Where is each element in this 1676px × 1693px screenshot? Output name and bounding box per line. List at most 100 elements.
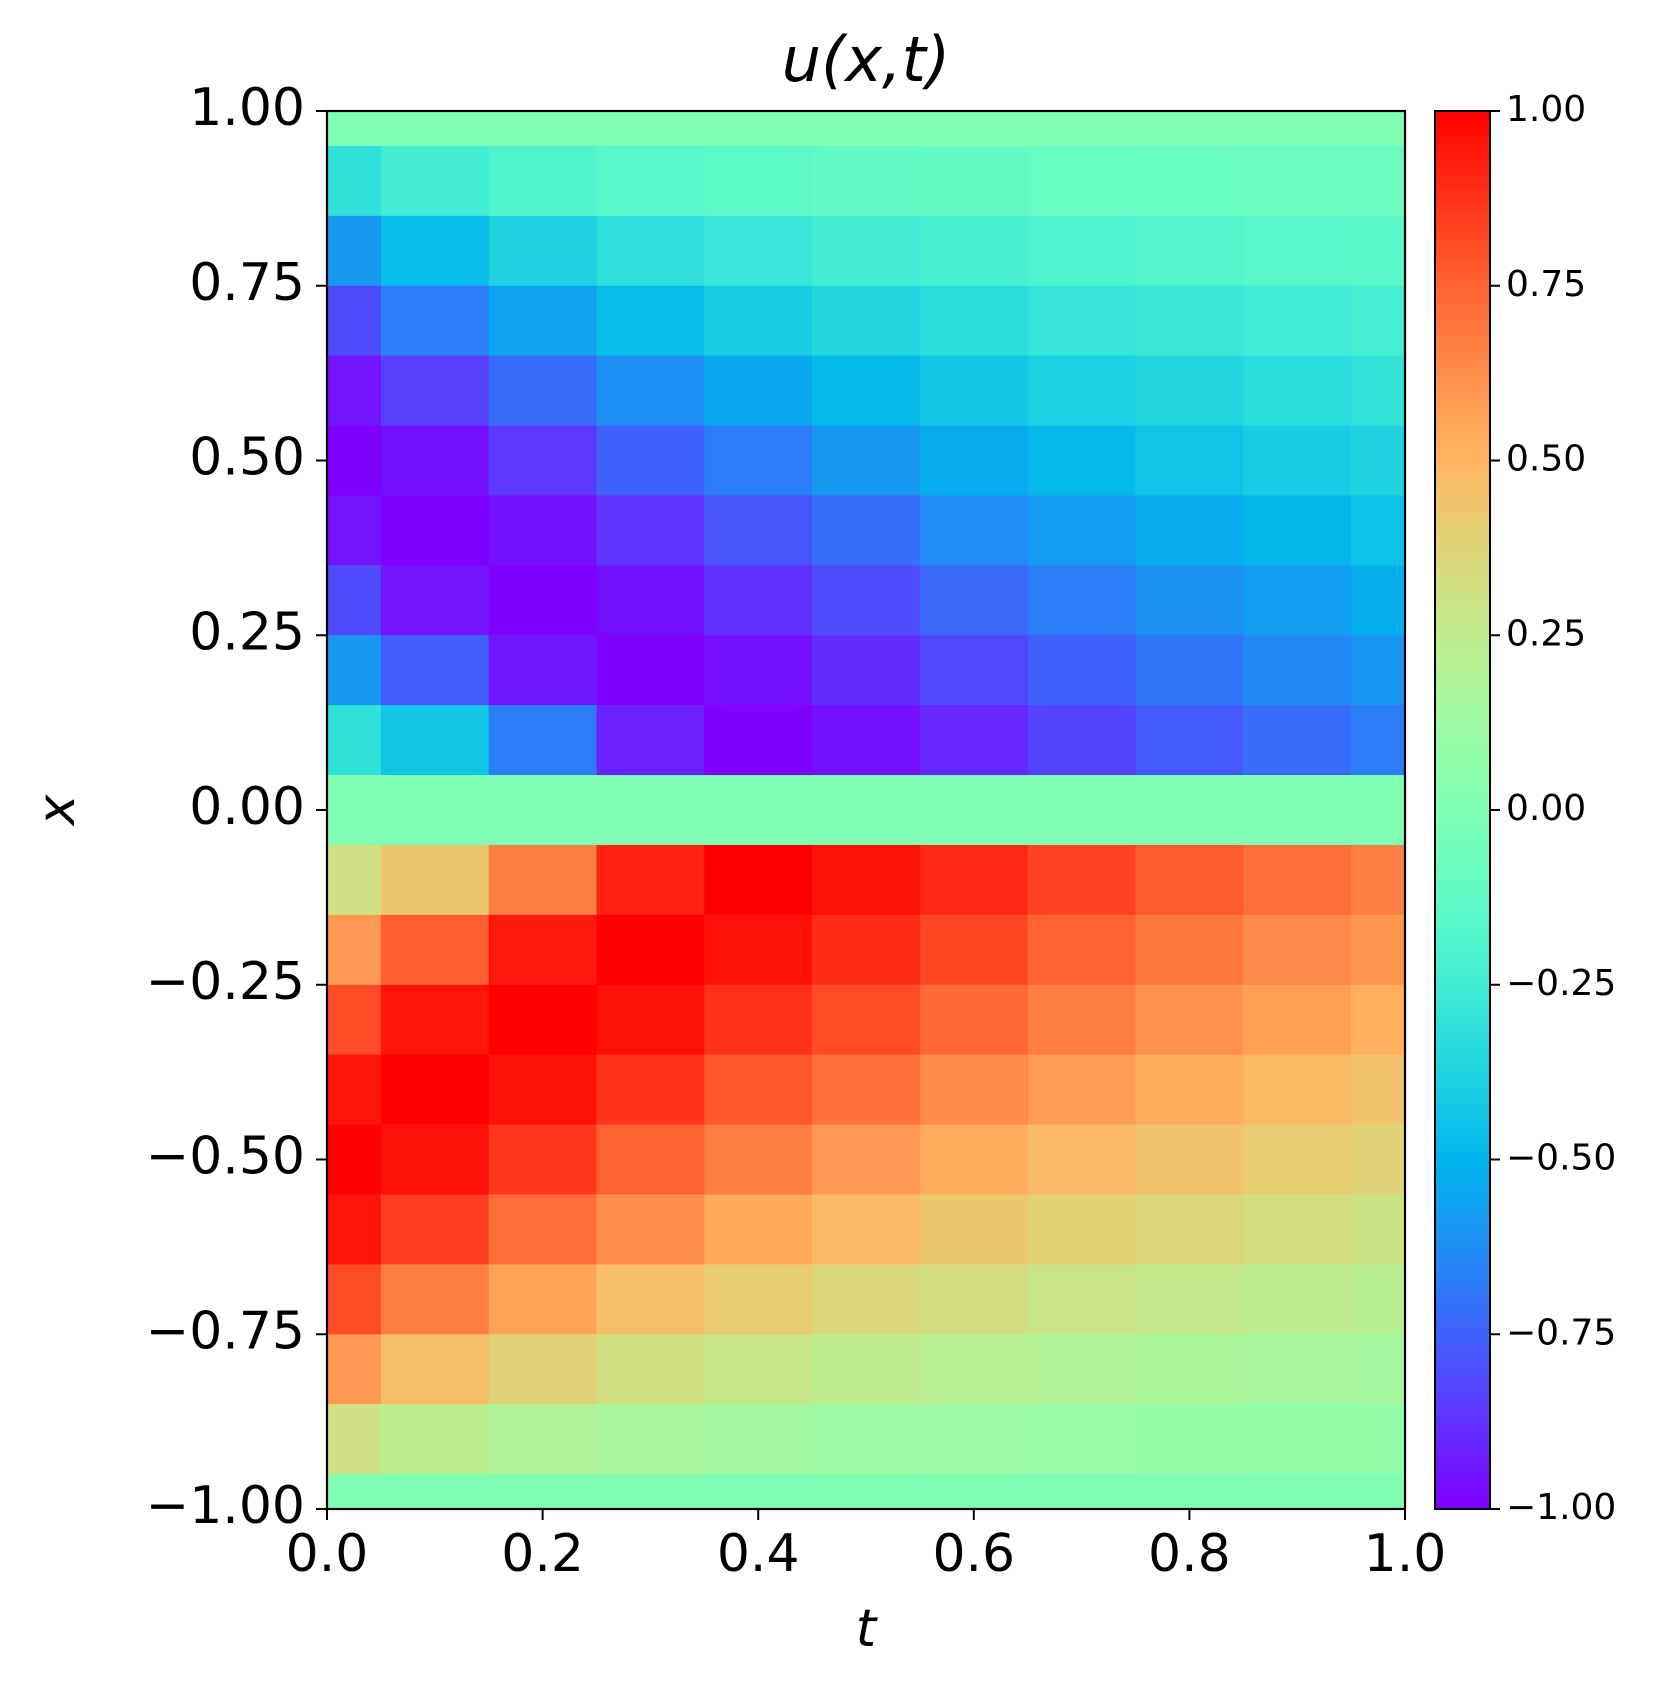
x-tick-label: 0.0 xyxy=(286,1524,369,1584)
heatmap-cell xyxy=(704,705,813,776)
heatmap-cell xyxy=(596,775,705,846)
heatmap-cell xyxy=(1351,1194,1405,1265)
heatmap-cell xyxy=(812,775,921,846)
heatmap-cell xyxy=(327,285,382,357)
heatmap-cell xyxy=(1243,1264,1352,1335)
heatmap-cell xyxy=(1135,635,1244,706)
heatmap-cell xyxy=(380,844,490,916)
heatmap-cell xyxy=(596,145,705,217)
heatmap-cell xyxy=(812,984,921,1056)
heatmap-cell xyxy=(488,1404,598,1475)
colorbar-tick-label: −1.00 xyxy=(1506,1487,1616,1528)
heatmap-cell xyxy=(488,1194,598,1265)
heatmap-cell xyxy=(380,565,490,636)
heatmap-cell xyxy=(1135,984,1244,1056)
heatmap-cell xyxy=(380,425,490,497)
heatmap-cell xyxy=(1135,775,1244,846)
heatmap-cell xyxy=(704,425,813,497)
heatmap-cell xyxy=(1243,565,1352,636)
heatmap-cell xyxy=(596,844,705,916)
colorbar-tick-label: 0.50 xyxy=(1506,439,1586,480)
heatmap-cell xyxy=(327,914,382,986)
heatmap-cell xyxy=(380,984,490,1056)
heatmap-cell xyxy=(1027,775,1137,846)
heatmap-cell xyxy=(812,705,921,776)
heatmap-cell xyxy=(1243,111,1352,147)
heatmap-cell xyxy=(327,984,382,1056)
heatmap-cell xyxy=(327,355,382,427)
heatmap-cell xyxy=(919,565,1029,636)
heatmap-cell xyxy=(704,1194,813,1265)
heatmap-cell xyxy=(488,495,598,566)
heatmap-cell xyxy=(488,1334,598,1405)
heatmap-cell xyxy=(812,215,921,287)
heatmap-cell xyxy=(919,285,1029,357)
heatmap-cell xyxy=(1243,1054,1352,1126)
heatmap-cell xyxy=(1243,844,1352,916)
heatmap-cell xyxy=(812,111,921,147)
heatmap-cell xyxy=(1243,1404,1352,1475)
heatmap-cell xyxy=(704,145,813,217)
y-tick-label: 0.25 xyxy=(189,602,305,662)
colorbar-tick-label: −0.25 xyxy=(1506,963,1616,1004)
heatmap-cell xyxy=(1243,285,1352,357)
heatmap-cell xyxy=(1351,111,1405,147)
heatmap-cell xyxy=(1135,914,1244,986)
heatmap-cell xyxy=(327,1474,382,1509)
heatmap-cell xyxy=(488,844,598,916)
heatmap-cell xyxy=(1243,495,1352,566)
heatmap-cell xyxy=(812,145,921,217)
heatmap-cell xyxy=(704,1054,813,1126)
heatmap-cell xyxy=(812,914,921,986)
heatmap xyxy=(327,111,1405,1509)
heatmap-cell xyxy=(919,914,1029,986)
heatmap-cell xyxy=(1135,1474,1244,1509)
heatmap-cell xyxy=(488,775,598,846)
x-tick-label: 1.0 xyxy=(1364,1524,1447,1584)
y-tick-label: 0.00 xyxy=(189,777,305,837)
heatmap-cell xyxy=(1351,565,1405,636)
heatmap-cell xyxy=(380,775,490,846)
colorbar-tick-label: 1.00 xyxy=(1506,89,1586,130)
heatmap-cell xyxy=(596,565,705,636)
heatmap-cell xyxy=(812,425,921,497)
y-tick-label: −0.25 xyxy=(146,952,305,1012)
heatmap-cell xyxy=(704,111,813,147)
heatmap-cell xyxy=(596,1124,705,1196)
heatmap-cell xyxy=(1135,1054,1244,1126)
heatmap-cell xyxy=(380,111,490,147)
heatmap-cell xyxy=(1135,425,1244,497)
heatmap-cell xyxy=(380,1404,490,1475)
heatmap-cell xyxy=(596,355,705,427)
heatmap-cell xyxy=(1135,1194,1244,1265)
heatmap-cell xyxy=(380,914,490,986)
heatmap-cell xyxy=(488,355,598,427)
heatmap-cell xyxy=(919,1054,1029,1126)
heatmap-cell xyxy=(919,1334,1029,1405)
heatmap-cell xyxy=(1351,425,1405,497)
heatmap-cell xyxy=(704,495,813,566)
heatmap-cell xyxy=(327,1194,382,1265)
heatmap-cell xyxy=(380,355,490,427)
heatmap-cell xyxy=(1351,635,1405,706)
heatmap-cell xyxy=(1351,705,1405,776)
heatmap-cell xyxy=(919,495,1029,566)
heatmap-cell xyxy=(327,145,382,217)
heatmap-cell xyxy=(1135,1264,1244,1335)
heatmap-cell xyxy=(1027,495,1137,566)
heatmap-cell xyxy=(812,844,921,916)
heatmap-cell xyxy=(1135,565,1244,636)
heatmap-cell xyxy=(812,1194,921,1265)
heatmap-cell xyxy=(327,425,382,497)
y-tick-label: −1.00 xyxy=(146,1476,305,1536)
heatmap-cell xyxy=(704,565,813,636)
heatmap-cell xyxy=(596,1404,705,1475)
heatmap-cell xyxy=(380,1054,490,1126)
heatmap-cell xyxy=(1351,355,1405,427)
heatmap-cell xyxy=(1243,705,1352,776)
heatmap-cell xyxy=(1027,1194,1137,1265)
heatmap-cell xyxy=(812,355,921,427)
heatmap-cell xyxy=(1243,1194,1352,1265)
colorbar-tick-label: −0.75 xyxy=(1506,1312,1616,1353)
colorbar xyxy=(1434,110,1491,1510)
